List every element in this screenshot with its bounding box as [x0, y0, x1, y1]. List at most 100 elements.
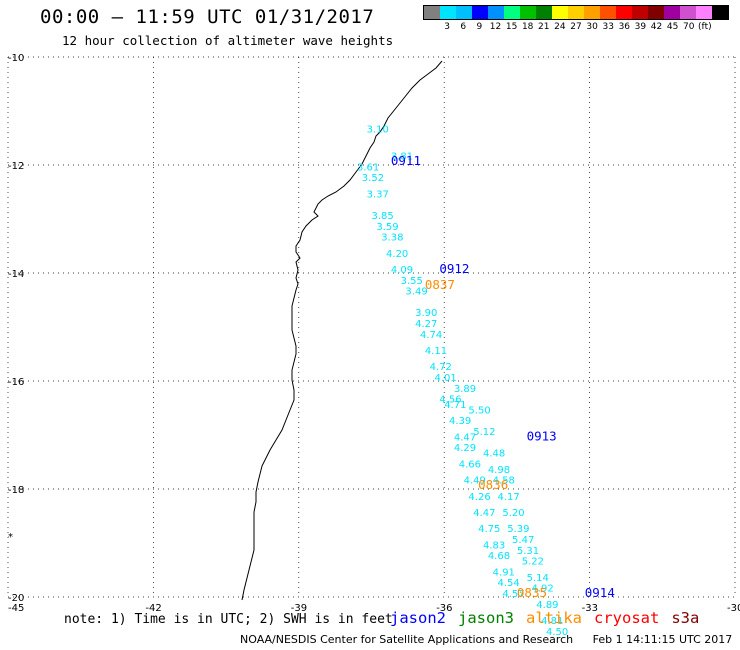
wave-height-value: 3.52 [362, 173, 384, 184]
wave-height-value: 4.27 [415, 319, 437, 330]
wave-height-value: 4.68 [488, 551, 510, 562]
wave-height-value: 5.50 [468, 405, 490, 416]
wave-height-value: 4.92 [531, 584, 553, 595]
wave-height-value: 4.75 [478, 524, 500, 535]
wave-height-value: 3.10 [367, 125, 389, 136]
wave-height-value: 3.59 [376, 222, 398, 233]
footer-note: note: 1) Time is in UTC; 2) SWH is in fe… [64, 612, 393, 627]
wave-height-value: 3.49 [405, 287, 427, 298]
pass-time-label: 0835 [517, 585, 547, 600]
altimeter-track: 3.10 3.81 3.613.52 3.37 3.853.593.38 4.20 4.09… [357, 125, 568, 638]
legend-tick: 12 [489, 22, 502, 32]
wave-height-value: 4.39 [449, 416, 471, 427]
legend-swatch [648, 6, 664, 19]
credit-line: NOAA/NESDIS Center for Satellite Applica… [240, 633, 740, 646]
pass-time-label: 0836 [478, 477, 508, 492]
legend-tick: 27 [570, 22, 582, 32]
wave-height-value: 3.61 [357, 162, 379, 173]
legend-tick: 39 [634, 22, 647, 32]
wave-height-value: 4.17 [498, 492, 520, 503]
legend-color-bar [423, 5, 729, 20]
wave-height-value: 3.89 [454, 384, 476, 395]
wave-height-value: 4.49 [464, 476, 486, 487]
wave-height-value: 4.98 [488, 465, 510, 476]
wave-height-value: 4.66 [459, 459, 481, 470]
wave-height-value: 4.47 [454, 432, 476, 443]
wave-height-value: 4.91 [493, 567, 515, 578]
satellite-legend: jason2 jason3 altika cryosat s3a [390, 609, 711, 627]
wave-height-value: 4.47 [473, 508, 495, 519]
lat-label: -20 [8, 593, 24, 604]
legend-swatch [424, 6, 440, 19]
wave-height-value: 5.14 [527, 573, 549, 584]
lat-label: -10 [8, 53, 24, 64]
pass-time-label: 0913 [527, 428, 557, 443]
wave-height-value: 4.54 [498, 578, 520, 589]
legend-swatch [680, 6, 696, 19]
wave-height-value: 3.37 [367, 189, 389, 200]
legend-tick: (ft) [698, 22, 712, 32]
legend-tick: 45 [666, 22, 679, 32]
legend-swatch [616, 6, 632, 19]
legend-swatch [536, 6, 552, 19]
wave-height-value: 4.72 [430, 362, 452, 373]
wave-height-value: 3.90 [415, 308, 437, 319]
point-mark: * [8, 532, 13, 543]
wave-height-value: 5.22 [522, 557, 544, 568]
satellite-legend-item: jason2 [390, 609, 446, 627]
pass-time-label: 0911 [391, 153, 421, 168]
wave-height-value: 5.47 [512, 535, 534, 546]
satellite-legend-item: altika [526, 609, 582, 627]
legend-tick: 21 [538, 22, 550, 32]
wave-height-value: 3.85 [372, 211, 394, 222]
wave-height-value: 5.39 [507, 524, 529, 535]
wave-height-value: 4.01 [435, 373, 457, 384]
wave-height-value: 4.58 [493, 476, 515, 487]
legend-swatch [440, 6, 456, 19]
credit-agency: NOAA/NESDIS Center for Satellite Applica… [240, 633, 574, 646]
lon-label: -36 [436, 603, 452, 614]
legend-tick: 42 [650, 22, 663, 32]
legend-swatch [520, 6, 536, 19]
map-title: 00:00 – 11:59 UTC 01/31/2017 [40, 6, 375, 28]
wave-height-value: 3.38 [381, 233, 403, 244]
legend-tick: 9 [476, 22, 483, 32]
wave-height-value: 4.83 [483, 540, 505, 551]
wave-height-color-legend: 3 6 9 12 15 18 21 24 27 30 33 36 39 42 45 70 (ft) [423, 5, 729, 34]
coastline [241, 60, 443, 601]
lat-label: -18 [8, 485, 24, 496]
legend-tick-labels: 3 6 9 12 15 18 21 24 27 30 33 36 39 42 45 70 (ft) [423, 20, 729, 34]
pass-time-label: 0912 [439, 261, 469, 276]
lon-label: -30 [727, 603, 740, 614]
legend-tick: 30 [586, 22, 598, 32]
lon-label: -45 [8, 603, 24, 614]
legend-tick: 3 [444, 22, 451, 32]
legend-tick: 6 [460, 22, 467, 32]
legend-swatch [712, 6, 728, 19]
satellite-legend-item: jason3 [458, 609, 514, 627]
wave-height-value: 4.29 [454, 443, 476, 454]
wave-height-value: 4.57 [502, 589, 524, 600]
lat-label: -14 [8, 269, 24, 280]
legend-swatch [504, 6, 520, 19]
lon-label: -42 [145, 603, 161, 614]
legend-swatch [664, 6, 680, 19]
satellite-legend-item: s3a [671, 609, 700, 627]
legend-swatch [552, 6, 568, 19]
wave-height-value: 5.20 [502, 508, 524, 519]
wave-height-value: 3.55 [401, 276, 423, 287]
legend-tick: 18 [521, 22, 534, 32]
lat-label: -12 [8, 161, 24, 172]
legend-swatch [488, 6, 504, 19]
legend-tick: 33 [602, 22, 614, 32]
wave-height-value: 4.26 [468, 492, 490, 503]
map-axis-labels: -10 -12 -14 -16 -18 -20-45 -42 -39 -36 -33 -30 [8, 53, 740, 614]
legend-swatch [472, 6, 488, 19]
wave-height-value: 5.12 [473, 427, 495, 438]
wave-height-value: 4.09 [391, 265, 413, 276]
wave-height-value: 4.81 [541, 616, 563, 627]
wave-height-value: 5.31 [517, 546, 539, 557]
legend-tick: 15 [505, 22, 518, 32]
lat-label: -16 [8, 377, 24, 388]
